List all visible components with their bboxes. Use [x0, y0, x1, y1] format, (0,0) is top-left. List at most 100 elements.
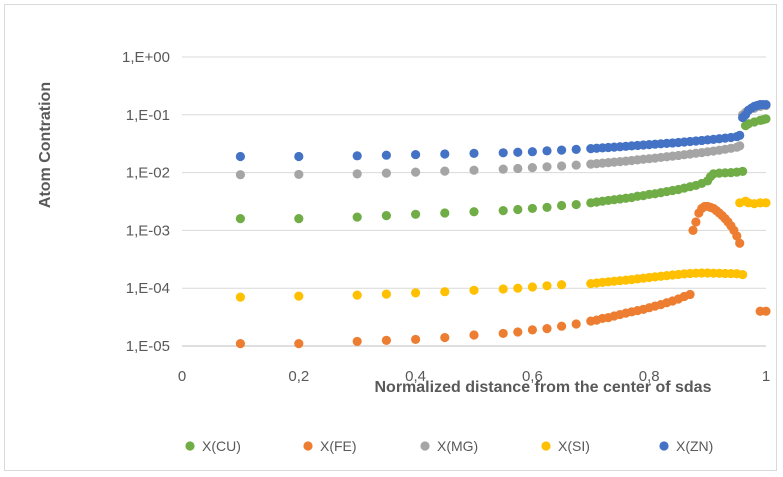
data-point — [557, 321, 567, 331]
data-point — [235, 170, 245, 180]
data-point — [440, 287, 450, 297]
data-point — [352, 151, 362, 161]
y-tick-label: 1,E-02 — [126, 165, 170, 182]
data-point — [761, 306, 771, 316]
data-point — [411, 288, 421, 298]
data-point — [469, 207, 479, 217]
y-tick-label: 1,E-01 — [126, 107, 170, 124]
data-point — [571, 319, 581, 329]
data-point — [732, 231, 742, 241]
series-x-si — [235, 196, 771, 302]
data-point — [440, 208, 450, 218]
data-point — [294, 214, 304, 224]
data-point — [527, 163, 538, 173]
data-point — [761, 114, 771, 124]
data-point — [513, 147, 523, 157]
legend-label: X(FE) — [320, 438, 357, 454]
data-point — [352, 290, 362, 300]
data-point — [352, 336, 362, 347]
gridlines — [182, 56, 766, 347]
data-point — [469, 285, 479, 295]
legend-item: X(CU) — [185, 438, 241, 454]
legend-item: X(SI) — [541, 438, 590, 454]
data-point — [411, 334, 421, 345]
data-point — [738, 166, 748, 176]
data-point — [542, 324, 552, 334]
data-point — [498, 284, 508, 294]
data-point — [411, 167, 421, 177]
data-point — [235, 214, 245, 224]
series-x-zn — [235, 100, 771, 162]
data-point — [513, 327, 523, 337]
legend-label: X(ZN) — [676, 438, 713, 454]
data-point — [469, 148, 479, 158]
data-point — [381, 289, 391, 299]
data-point — [381, 150, 391, 160]
data-point — [557, 161, 567, 171]
chart-frame — [4, 4, 777, 471]
y-axis-title: Atom Contration — [37, 82, 54, 208]
data-point — [381, 168, 391, 178]
data-point — [557, 280, 567, 290]
data-point — [527, 282, 538, 292]
data-point — [542, 162, 552, 172]
legend-item: X(FE) — [303, 438, 357, 454]
y-tick-label: 1,E-03 — [126, 222, 170, 239]
data-point — [294, 151, 304, 162]
data-point — [761, 198, 771, 208]
data-point — [352, 212, 362, 222]
data-point — [440, 166, 450, 176]
data-point — [761, 100, 771, 110]
data-point — [411, 149, 421, 160]
x-axis-title: Normalized distance from the center of s… — [375, 379, 712, 396]
data-point — [498, 328, 508, 339]
data-point — [527, 203, 538, 214]
x-tick-label: 0 — [178, 368, 186, 385]
data-point — [498, 206, 508, 216]
legend-label: X(CU) — [202, 438, 241, 454]
x-tick-label: 0,8 — [639, 368, 660, 385]
data-point — [469, 330, 479, 340]
data-point — [735, 130, 745, 141]
legend-marker — [541, 441, 551, 451]
data-point — [513, 163, 523, 174]
data-points — [235, 100, 771, 349]
data-point — [440, 332, 450, 343]
data-point — [735, 238, 745, 248]
data-point — [469, 165, 479, 175]
data-point — [557, 145, 567, 155]
x-tick-labels: 0 0,2 0,4 0,6 0,8 1 — [178, 368, 770, 385]
data-point — [294, 291, 304, 301]
y-tick-label: 1,E-05 — [126, 338, 170, 355]
data-point — [498, 148, 508, 158]
data-point — [738, 269, 748, 280]
legend-marker — [659, 441, 669, 451]
data-point — [381, 211, 391, 221]
data-point — [527, 147, 538, 157]
legend: X(CU) X(FE) X(MG) X(SI) X(ZN) — [185, 438, 713, 454]
data-point — [513, 283, 523, 293]
legend-label: X(MG) — [437, 438, 478, 454]
x-tick-label: 0,4 — [405, 368, 426, 385]
data-point — [513, 204, 523, 215]
legend-item: X(MG) — [420, 438, 478, 454]
data-point — [235, 292, 245, 302]
data-point — [691, 217, 701, 227]
legend-item: X(ZN) — [659, 438, 713, 454]
series-x-cu — [235, 114, 771, 224]
data-point — [735, 141, 745, 151]
data-point — [542, 281, 552, 291]
data-point — [527, 325, 538, 335]
data-point — [542, 146, 552, 156]
legend-marker — [303, 441, 313, 451]
data-point — [440, 149, 450, 159]
data-point — [498, 164, 508, 174]
data-point — [294, 169, 304, 180]
data-point — [571, 160, 581, 170]
x-tick-label: 1 — [762, 368, 770, 385]
data-point — [688, 225, 698, 235]
x-tick-label: 0,2 — [288, 368, 309, 385]
y-tick-labels: 1,E-05 1,E-04 1,E-03 1,E-02 1,E-01 1,E+00 — [122, 49, 170, 355]
data-point — [542, 202, 552, 212]
